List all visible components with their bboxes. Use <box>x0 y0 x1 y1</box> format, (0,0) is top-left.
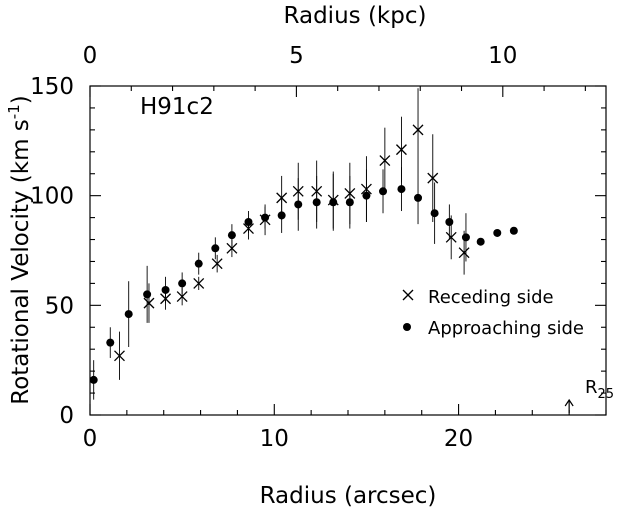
legend-cross-icon <box>402 289 414 301</box>
receding-point <box>143 297 155 309</box>
approaching-point <box>379 187 388 196</box>
axis-ticks <box>89 85 607 416</box>
approaching-point <box>277 211 286 220</box>
approaching-point <box>194 259 203 268</box>
r25-label: R25 <box>585 377 614 402</box>
approaching-point <box>397 185 406 194</box>
receding-point-stroke <box>427 172 439 184</box>
receding-point <box>226 242 238 254</box>
r25-label-main: R <box>585 377 598 398</box>
receding-point-stroke <box>458 247 470 259</box>
approaching-point <box>124 310 133 319</box>
approaching-point <box>261 213 270 222</box>
legend-dot-icon <box>403 323 411 331</box>
y-axis-label: Rotational Velocity (km s-1) <box>5 95 34 404</box>
y-tick-label: 100 <box>30 184 74 210</box>
legend-label-receding: Receding side <box>428 287 554 308</box>
top-x-axis-label: Radius (kpc) <box>284 3 427 29</box>
x-tick-label: 0 <box>83 426 98 452</box>
approaching-point <box>211 244 220 253</box>
receding-point <box>412 124 424 136</box>
receding-point <box>193 277 205 289</box>
top-x-tick-label: 10 <box>488 43 517 69</box>
plot-frame <box>89 85 607 416</box>
y-axis-label-main: Rotational Velocity (km s <box>8 119 34 405</box>
receding-point-stroke <box>412 124 424 136</box>
y-tick-label: 0 <box>59 403 74 429</box>
receding-point-stroke <box>226 242 238 254</box>
r25-marker: R25 <box>564 377 614 413</box>
axis-tick-labels: 0 10 20 0 50 100 150 0 5 10 <box>30 43 517 452</box>
x-tick-label: 10 <box>260 426 289 452</box>
x-axis-label: Radius (arcsec) <box>260 483 437 509</box>
approaching-point <box>106 338 115 347</box>
approaching-point <box>227 231 236 240</box>
approaching-point <box>244 217 253 226</box>
galaxy-annotation: H91c2 <box>140 94 214 120</box>
x-tick-label: 20 <box>444 426 473 452</box>
receding-point <box>379 155 391 167</box>
approaching-point <box>312 198 321 207</box>
approaching-point <box>461 233 470 242</box>
receding-point-stroke <box>143 297 155 309</box>
approaching-point <box>476 237 485 246</box>
approaching-point <box>178 279 187 288</box>
approaching-point <box>329 198 338 207</box>
y-tick-label: 50 <box>45 293 74 319</box>
data-marks <box>89 88 518 400</box>
y-axis-label-close: ) <box>8 95 34 104</box>
approaching-point <box>493 228 502 237</box>
r25-arrow-head <box>564 398 574 407</box>
approaching-point <box>430 209 439 218</box>
receding-point <box>458 247 470 259</box>
receding-point <box>445 231 457 243</box>
approaching-point <box>161 285 170 294</box>
receding-point-stroke <box>395 144 407 156</box>
y-tick-label: 150 <box>30 74 74 100</box>
approaching-point <box>89 375 98 384</box>
approaching-point <box>509 226 518 235</box>
approaching-point <box>294 200 303 209</box>
top-x-tick-label: 0 <box>83 43 98 69</box>
approaching-point <box>143 290 152 299</box>
legend: Receding side Approaching side <box>402 287 584 339</box>
approaching-point <box>445 217 454 226</box>
legend-label-approaching: Approaching side <box>428 318 584 339</box>
receding-point <box>211 258 223 270</box>
receding-point-stroke <box>211 258 223 270</box>
receding-point <box>176 291 188 303</box>
approaching-point <box>414 193 423 202</box>
r25-arrow-icon <box>564 398 574 413</box>
top-x-tick-label: 5 <box>289 43 304 69</box>
approaching-point <box>345 198 354 207</box>
receding-point <box>395 144 407 156</box>
y-axis-label-exponent: -1 <box>5 104 23 119</box>
receding-point <box>427 172 439 184</box>
receding-point-stroke <box>445 231 457 243</box>
receding-point-stroke <box>114 350 125 362</box>
receding-point-stroke <box>379 155 391 167</box>
receding-point-stroke <box>176 291 188 303</box>
receding-point <box>114 350 125 362</box>
r25-label-subscript: 25 <box>598 387 615 402</box>
approaching-point <box>362 191 371 200</box>
receding-point-stroke <box>193 277 205 289</box>
